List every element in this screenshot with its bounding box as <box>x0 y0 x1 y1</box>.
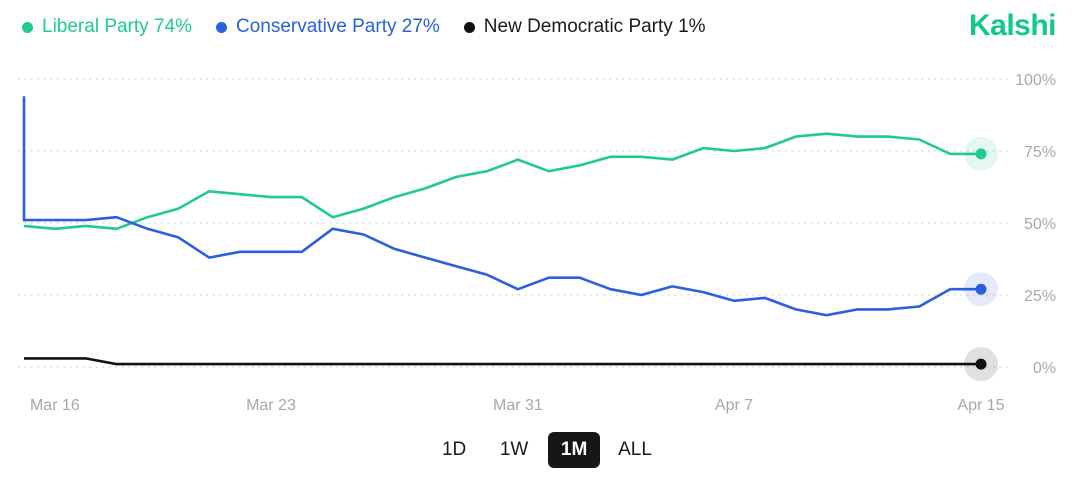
range-button-all[interactable]: ALL <box>608 432 662 468</box>
series-line-1 <box>22 96 981 317</box>
range-button-1d[interactable]: 1D <box>428 432 480 468</box>
legend-item: Conservative Party 27% <box>215 16 440 38</box>
legend-label: Conservative Party 27% <box>235 16 440 37</box>
y-tick-label: 25% <box>1024 288 1056 305</box>
y-tick-label: 50% <box>1024 216 1056 233</box>
range-button-1m[interactable]: 1M <box>548 432 601 468</box>
range-button-1w[interactable]: 1W <box>488 432 540 468</box>
y-tick-label: 75% <box>1024 144 1056 161</box>
legend-item: Liberal Party 74% <box>22 16 192 38</box>
x-axis: Mar 16 Mar 23 Mar 31 Apr 7 Apr 15 <box>30 397 1005 414</box>
x-tick-label: Apr 15 <box>957 397 1004 414</box>
legend-label: New Democratic Party 1% <box>483 16 706 37</box>
series-end-markers <box>964 136 998 382</box>
y-axis: 100% 75% 50% 25% 0% <box>1015 72 1056 377</box>
chart-legend: Liberal Party 74% Conservative Party 27% N… <box>22 16 706 38</box>
x-tick-label: Mar 16 <box>30 397 80 414</box>
series-end-point <box>975 283 987 295</box>
grid-lines <box>18 78 1012 368</box>
line-chart: 100% 75% 50% 25% 0% Mar 16 Mar 23 Mar 31 Apr 7 A… <box>18 72 1056 414</box>
series-line-2 <box>24 357 981 366</box>
series-end-point <box>975 358 987 370</box>
x-tick-label: Apr 7 <box>715 397 753 414</box>
brand-logo: Kalshi <box>968 9 1057 42</box>
legend-item: New Democratic Party 1% <box>463 16 706 38</box>
y-tick-label: 0% <box>1033 360 1056 377</box>
x-tick-label: Mar 31 <box>493 397 543 414</box>
time-range-selector: 1D 1W 1M ALL <box>0 432 1090 468</box>
series-line-0 <box>23 132 981 231</box>
y-tick-label: 100% <box>1015 72 1056 89</box>
legend-dot-icon <box>22 21 33 33</box>
series-end-point <box>975 148 987 160</box>
series-lines <box>22 96 981 366</box>
x-tick-label: Mar 23 <box>246 397 296 414</box>
legend-dot-icon <box>463 21 475 33</box>
legend-label: Liberal Party 74% <box>42 16 192 37</box>
legend-dot-icon <box>215 21 227 33</box>
